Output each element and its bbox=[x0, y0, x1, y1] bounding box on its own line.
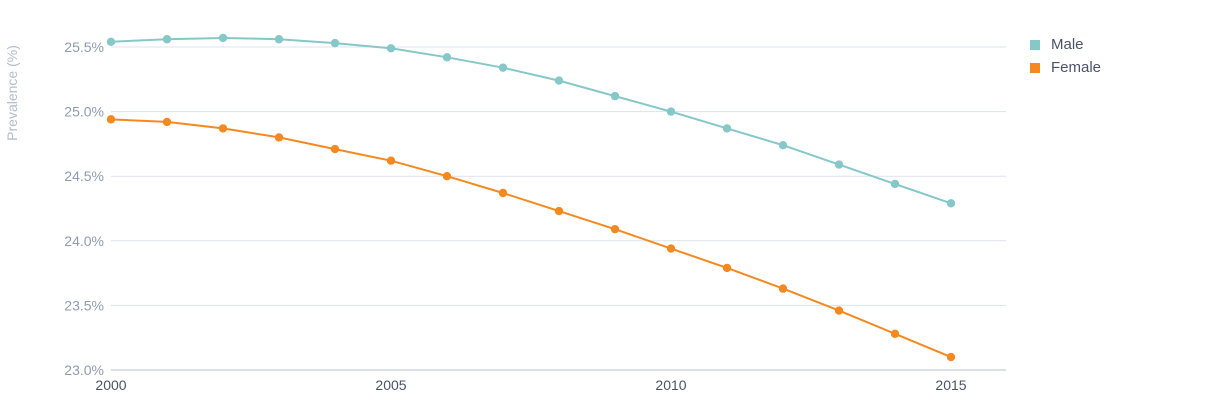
legend-label-female: Female bbox=[1051, 59, 1102, 76]
data-point-male[interactable] bbox=[274, 35, 284, 44]
legend-label-male: Male bbox=[1051, 36, 1084, 53]
data-point-female[interactable] bbox=[498, 188, 508, 198]
data-point-female[interactable] bbox=[554, 206, 564, 216]
series-line-male bbox=[110, 36, 952, 205]
data-point-male[interactable] bbox=[890, 179, 900, 189]
data-point-female[interactable] bbox=[442, 172, 452, 181]
data-point-female[interactable] bbox=[610, 224, 620, 234]
data-point-male[interactable] bbox=[330, 38, 340, 48]
data-point-female[interactable] bbox=[218, 124, 228, 133]
data-point-male[interactable] bbox=[554, 76, 564, 85]
x-tick-label: 2015 bbox=[935, 377, 966, 393]
data-point-female[interactable] bbox=[778, 284, 788, 293]
data-point-male[interactable] bbox=[162, 35, 172, 44]
data-point-female[interactable] bbox=[834, 306, 844, 315]
data-point-female[interactable] bbox=[890, 329, 900, 339]
series-line-female bbox=[110, 118, 952, 359]
data-point-male[interactable] bbox=[218, 33, 228, 43]
y-tick-label: 24.0% bbox=[64, 233, 104, 249]
gridlines bbox=[111, 46, 1006, 306]
x-tick-labels: 2000 2005 2010 2015 bbox=[95, 377, 966, 393]
y-tick-labels: 23.0% 23.5% 24.0% 24.5% 25.0% 25.5% bbox=[64, 39, 104, 378]
data-point-female[interactable] bbox=[162, 117, 172, 127]
data-point-female[interactable] bbox=[722, 263, 732, 273]
y-tick-label: 25.0% bbox=[64, 104, 104, 120]
y-tick-label: 23.5% bbox=[64, 297, 104, 313]
legend-item-male[interactable]: Male bbox=[1030, 33, 1101, 56]
data-point-male[interactable] bbox=[106, 37, 116, 47]
data-point-male[interactable] bbox=[498, 63, 508, 72]
y-tick-label: 23.0% bbox=[64, 362, 104, 378]
data-point-male[interactable] bbox=[386, 44, 396, 53]
legend-swatch-female bbox=[1030, 62, 1040, 73]
legend-swatch-male bbox=[1030, 39, 1040, 50]
legend-item-female[interactable]: Female bbox=[1030, 56, 1101, 79]
data-point-female[interactable] bbox=[330, 144, 340, 154]
data-point-male[interactable] bbox=[666, 107, 676, 116]
data-point-female[interactable] bbox=[946, 352, 956, 362]
data-point-male[interactable] bbox=[778, 140, 788, 150]
data-point-female[interactable] bbox=[666, 244, 676, 253]
data-point-male[interactable] bbox=[722, 124, 732, 133]
legend: Male Female bbox=[1030, 33, 1101, 79]
data-point-female[interactable] bbox=[106, 115, 116, 124]
y-axis-title: Prevalence (%) bbox=[4, 45, 20, 141]
data-point-male[interactable] bbox=[946, 199, 956, 208]
data-point-male[interactable] bbox=[610, 91, 620, 101]
y-tick-label: 25.5% bbox=[64, 39, 104, 55]
x-tick-label: 2000 bbox=[95, 377, 126, 393]
x-tick-label: 2005 bbox=[375, 377, 406, 393]
data-point-male[interactable] bbox=[834, 160, 844, 169]
series-layer bbox=[106, 33, 956, 362]
data-point-male[interactable] bbox=[442, 53, 452, 62]
x-tick-label: 2010 bbox=[655, 377, 686, 393]
data-point-female[interactable] bbox=[386, 156, 396, 165]
y-tick-label: 24.5% bbox=[64, 168, 104, 184]
data-point-female[interactable] bbox=[274, 133, 284, 142]
